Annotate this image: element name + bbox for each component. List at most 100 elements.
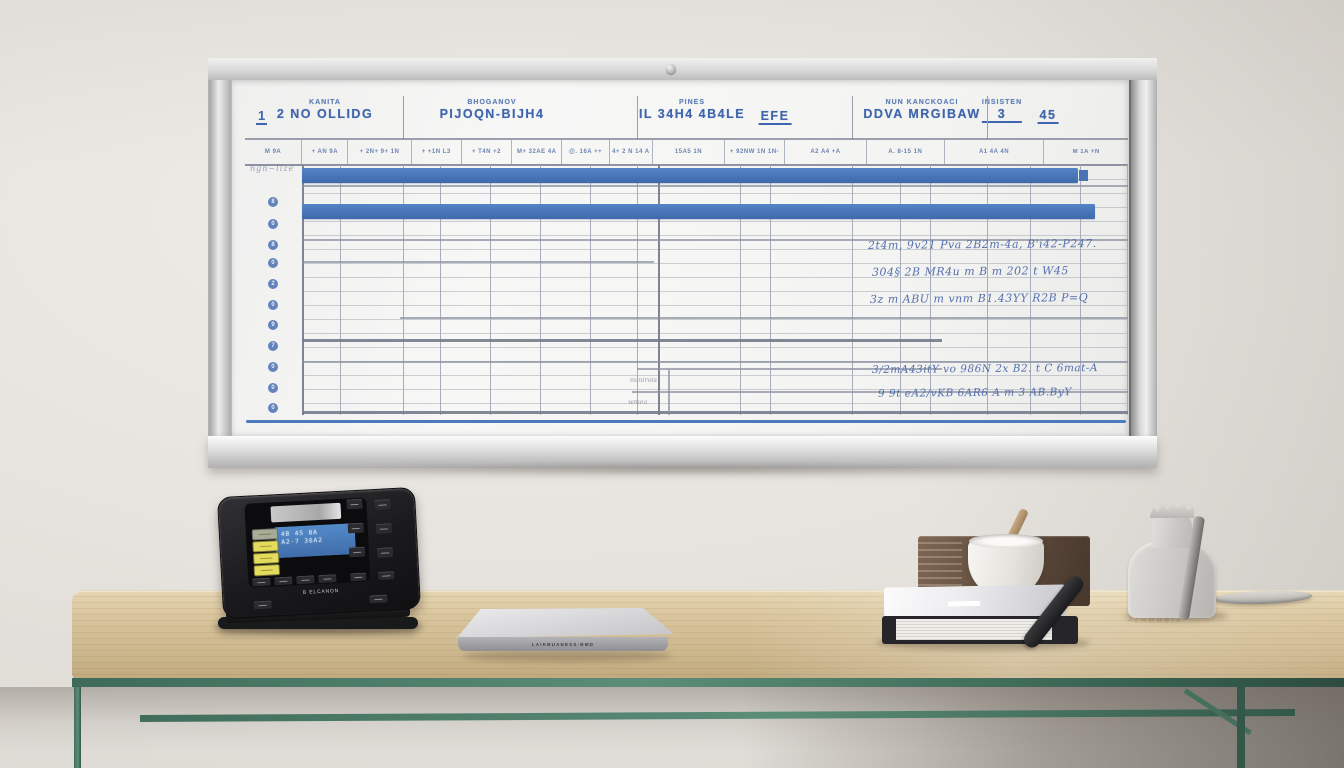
book-sticker — [947, 600, 981, 607]
mounting-screw — [666, 64, 676, 74]
device-key — [374, 499, 391, 511]
row-marker: 9 — [268, 320, 278, 330]
schedule-bar-1 — [302, 168, 1088, 183]
subheader-cell: @. 16A ++ — [562, 140, 610, 164]
header-group-4: EFE — [758, 108, 792, 125]
subheader-cell: + AN 9A — [302, 140, 349, 164]
wall-planner-board: 1 KANITA 2 NO OLLIDG BHOGANOV PIJOQN-BIJ… — [208, 58, 1157, 468]
desk-engraving: ALHMMBIA — [1127, 618, 1184, 624]
header-bottom-rule — [245, 138, 1128, 140]
device-key — [296, 575, 315, 585]
frosted-bottle — [1128, 542, 1216, 618]
header-divider — [852, 96, 853, 140]
planner-sheet: 1 KANITA 2 NO OLLIDG BHOGANOV PIJOQN-BIJ… — [232, 80, 1129, 436]
subheader-cell: A1 4A 4N — [945, 140, 1045, 164]
function-key-yellow — [252, 540, 279, 553]
subheader-cell: M+ 32AE 4A — [512, 140, 563, 164]
handwritten-note-line: 3/2mA43itY vo 986N 2x B2. t C 6mat-A — [871, 362, 1099, 376]
header-divider — [987, 96, 988, 140]
handwritten-note-line: 2t4m, 9v21 Pva 2B2m-4a, B'i42-P247. — [867, 237, 1097, 252]
header-group-1: KANITA 2 NO OLLIDG — [277, 99, 373, 121]
header-group-3-top: PINES — [678, 99, 705, 106]
laptop-edge-text: LAIKBUANESS-BMD — [531, 641, 595, 647]
subheader-cell: M 1A +N — [1072, 149, 1100, 155]
book-pages — [896, 619, 1052, 640]
device-body: 4B 45 8A A2-7 36A2 B ELCANON — [216, 486, 422, 620]
header-group-1-top: KANITA — [309, 99, 341, 106]
device-key — [375, 523, 393, 534]
subheader-row: M 9A + AN 9A + 2N+ 9+ 1N + +1N L3 + T4N … — [245, 140, 1128, 166]
header-group-2: BHOGANOV PIJOQN-BIJH4 — [440, 99, 545, 121]
subheader-cell: + 2N+ 9+ 1N — [348, 140, 412, 164]
hand-stroke — [302, 411, 1128, 414]
hand-stroke — [400, 317, 1128, 319]
grid-vline — [590, 165, 591, 415]
device-key — [350, 572, 367, 582]
hand-stroke — [302, 261, 654, 263]
device-key — [252, 577, 271, 587]
grid-vline — [490, 165, 491, 415]
device-key — [369, 594, 388, 604]
grid-vline — [658, 165, 660, 415]
header-group-7-main: 45 — [1037, 108, 1059, 124]
under-desk-shadow — [0, 687, 1344, 768]
silver-laptop: LAIKBUANESS-BMD — [452, 608, 674, 666]
header-group-1-main: 2 NO OLLIDG — [276, 107, 374, 121]
schedule-bar-2 — [302, 204, 1095, 219]
subheader-cell: M 9A — [245, 140, 303, 164]
header-group-6: INSISTEN 3 — [981, 99, 1023, 123]
planner-grid — [302, 165, 1128, 415]
header-divider — [637, 96, 638, 140]
row-marker: 7 — [268, 341, 278, 351]
row-marker: 8 — [268, 197, 278, 207]
device-key — [347, 522, 364, 534]
grid-vline — [340, 165, 341, 415]
header-group-3-main: IL 34H4 4B4LE — [638, 107, 746, 121]
laptop-lid — [456, 608, 674, 639]
bottom-blue-rule — [246, 420, 1126, 423]
row-marker: 0 — [268, 300, 278, 310]
grid-vline — [403, 165, 404, 415]
header-group-5: NUN KANCKOACI DDVA MRGIBAW — [863, 99, 980, 121]
laptop-front-edge: LAIKBUANESS-BMD — [458, 637, 668, 651]
subheader-cell: + 92NW 1N 1N- — [725, 140, 786, 164]
grid-vline — [740, 165, 741, 415]
device-key — [253, 600, 272, 610]
subheader-cell: + T4N +2 — [462, 140, 513, 164]
subheader-cell: 4+ 2 N 14 A — [610, 140, 654, 164]
header-group-2-main: PIJOQN-BIJH4 — [439, 107, 545, 121]
grid-vline — [637, 165, 638, 415]
hand-stroke — [302, 239, 1128, 241]
grid-vline — [770, 165, 771, 415]
row-marker: 0 — [268, 403, 278, 413]
header-group-3: PINES IL 34H4 4B4LE — [639, 99, 745, 121]
row-marker: 2 — [268, 279, 278, 289]
subheader-cell: A. 8-15 1N — [867, 140, 945, 164]
column-note: minirois — [630, 376, 657, 384]
board-tray — [208, 436, 1157, 468]
grid-vline — [1030, 165, 1031, 415]
board-frame-left — [208, 58, 232, 468]
row-marker: 0 — [268, 219, 278, 229]
device-key — [346, 498, 363, 510]
header-group-5-top: NUN KANCKOACI — [885, 99, 959, 106]
grid-vline — [987, 165, 988, 415]
row-marker: 0 — [268, 258, 278, 268]
handwritten-note-line: 304§ 2B MR4u m B m 202 t W45 — [871, 264, 1069, 279]
row-marker: 0 — [268, 362, 278, 372]
handwritten-note-line: 3z m ABU m vnm B1.43YY R2B P=Q — [869, 291, 1089, 306]
subheader-cell: A2 A4 +A — [785, 140, 867, 164]
grid-vline — [540, 165, 541, 415]
device-key — [318, 574, 337, 584]
subheader-cell: + +1N L3 — [412, 140, 462, 164]
bottle-neck — [1152, 514, 1192, 548]
lcd-display: 4B 45 8A A2-7 36A2 — [273, 522, 358, 560]
board-frame-right — [1129, 58, 1157, 468]
device-key — [376, 547, 394, 558]
grid-vline — [900, 165, 901, 415]
glass-leg-right — [1237, 686, 1245, 768]
hand-stroke — [668, 370, 670, 415]
function-key-yellow — [253, 564, 281, 577]
laptop-shadow — [462, 650, 672, 662]
